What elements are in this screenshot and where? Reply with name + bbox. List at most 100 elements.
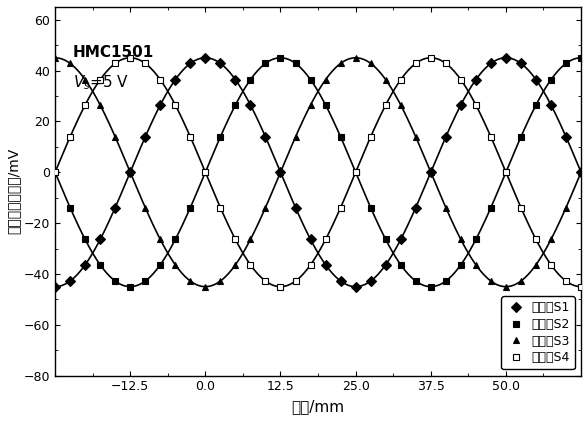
传感器S4	[202, 170, 209, 175]
Legend: 传感器S1, 传感器S2, 传感器S3, 传感器S4: 传感器S1, 传感器S2, 传感器S3, 传感器S4	[502, 296, 575, 369]
传感器S1	[307, 237, 314, 242]
传感器S2	[547, 77, 554, 82]
传感器S2	[517, 134, 524, 139]
Line: 传感器S4: 传感器S4	[52, 54, 584, 290]
传感器S2	[112, 279, 119, 284]
传感器S3	[382, 77, 389, 82]
传感器S2	[142, 279, 149, 284]
传感器S1	[547, 102, 554, 107]
传感器S4	[533, 237, 540, 242]
传感器S3	[262, 205, 269, 210]
传感器S4	[472, 102, 479, 107]
传感器S4	[322, 237, 329, 242]
传感器S1	[66, 279, 74, 284]
传感器S2	[382, 237, 389, 242]
传感器S3	[547, 237, 554, 242]
传感器S4	[157, 77, 164, 82]
Text: $V_s$=5 V: $V_s$=5 V	[73, 73, 129, 92]
传感器S4	[292, 279, 299, 284]
传感器S2	[487, 205, 495, 210]
传感器S2	[307, 77, 314, 82]
传感器S1	[457, 102, 465, 107]
传感器S1	[337, 279, 344, 284]
传感器S1	[442, 134, 449, 139]
传感器S1	[352, 284, 359, 289]
传感器S4	[96, 77, 103, 82]
传感器S3	[96, 102, 103, 107]
传感器S3	[157, 237, 164, 242]
传感器S2	[502, 170, 509, 175]
传感器S3	[472, 262, 479, 267]
传感器S4	[442, 61, 449, 66]
传感器S1	[112, 205, 119, 210]
传感器S2	[262, 61, 269, 66]
传感器S2	[66, 205, 74, 210]
传感器S2	[337, 134, 344, 139]
传感器S4	[457, 77, 465, 82]
传感器S4	[247, 262, 254, 267]
传感器S3	[142, 205, 149, 210]
传感器S4	[307, 262, 314, 267]
传感器S3	[577, 170, 584, 175]
传感器S2	[52, 170, 59, 175]
传感器S4	[517, 205, 524, 210]
传感器S3	[187, 279, 194, 284]
传感器S3	[322, 77, 329, 82]
传感器S1	[187, 61, 194, 66]
传感器S3	[487, 279, 495, 284]
传感器S3	[533, 262, 540, 267]
传感器S4	[412, 61, 419, 66]
传感器S1	[126, 170, 133, 175]
传感器S2	[202, 170, 209, 175]
传感器S4	[232, 237, 239, 242]
传感器S2	[172, 237, 179, 242]
传感器S3	[442, 205, 449, 210]
传感器S2	[157, 262, 164, 267]
传感器S1	[517, 61, 524, 66]
X-axis label: 位移/mm: 位移/mm	[292, 399, 345, 414]
传感器S4	[487, 134, 495, 139]
传感器S3	[352, 55, 359, 60]
传感器S3	[457, 237, 465, 242]
传感器S2	[563, 61, 570, 66]
传感器S1	[367, 279, 374, 284]
传感器S4	[262, 279, 269, 284]
传感器S3	[82, 77, 89, 82]
传感器S4	[277, 284, 284, 289]
传感器S4	[217, 205, 224, 210]
传感器S2	[247, 77, 254, 82]
传感器S1	[52, 284, 59, 289]
传感器S1	[487, 61, 495, 66]
传感器S1	[277, 170, 284, 175]
传感器S1	[397, 237, 405, 242]
传感器S2	[322, 102, 329, 107]
传感器S3	[292, 134, 299, 139]
传感器S1	[292, 205, 299, 210]
Text: HMC1501: HMC1501	[73, 45, 155, 60]
传感器S1	[563, 134, 570, 139]
传感器S3	[112, 134, 119, 139]
传感器S1	[202, 55, 209, 60]
传感器S4	[126, 55, 133, 60]
传感器S1	[217, 61, 224, 66]
传感器S4	[397, 77, 405, 82]
传感器S2	[96, 262, 103, 267]
传感器S2	[442, 279, 449, 284]
传感器S2	[126, 284, 133, 289]
传感器S3	[126, 170, 133, 175]
传感器S2	[352, 170, 359, 175]
传感器S1	[247, 102, 254, 107]
传感器S3	[172, 262, 179, 267]
传感器S4	[112, 61, 119, 66]
传感器S3	[232, 262, 239, 267]
传感器S4	[382, 102, 389, 107]
传感器S2	[232, 102, 239, 107]
传感器S3	[66, 61, 74, 66]
传感器S3	[517, 279, 524, 284]
传感器S2	[533, 102, 540, 107]
传感器S3	[52, 55, 59, 60]
传感器S4	[427, 55, 435, 60]
传感器S2	[82, 237, 89, 242]
传感器S4	[352, 170, 359, 175]
Y-axis label: 传感器输出电压/mV: 传感器输出电压/mV	[7, 148, 21, 234]
